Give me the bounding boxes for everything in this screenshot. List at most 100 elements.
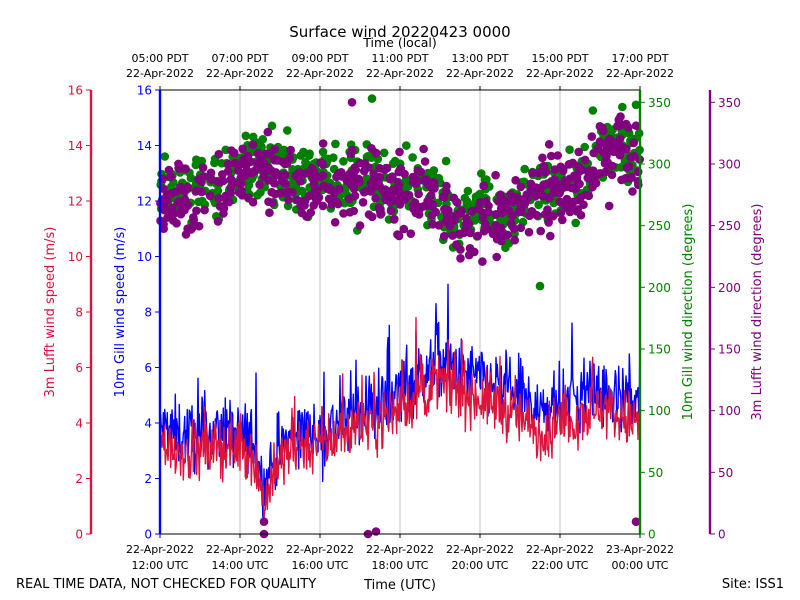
x-tick-label: 22-Apr-2022 — [126, 543, 194, 556]
data-point — [323, 184, 332, 193]
data-point — [583, 173, 592, 183]
chart-title: Surface wind 20220423 0000 — [289, 23, 510, 41]
data-point — [213, 217, 223, 226]
data-point — [459, 228, 469, 238]
data-point — [355, 221, 365, 230]
data-point — [269, 170, 279, 180]
data-point — [462, 214, 471, 223]
top-tick-label: 22-Apr-2022 — [446, 67, 514, 80]
data-point — [370, 181, 380, 191]
data-point — [163, 213, 172, 222]
data-point — [546, 231, 555, 241]
data-point — [556, 208, 566, 218]
data-point — [198, 163, 208, 172]
data-point — [254, 158, 264, 167]
data-point — [180, 199, 189, 208]
data-point — [347, 98, 357, 107]
data-point — [335, 184, 344, 194]
top-tick-label: 22-Apr-2022 — [366, 67, 434, 80]
data-point — [375, 172, 384, 182]
gill_dir-tick-label: 200 — [648, 281, 671, 295]
lufft_dir-tick-label: 100 — [718, 404, 741, 418]
gill_dir-tick-label: 350 — [648, 96, 671, 110]
speed-series — [159, 283, 641, 524]
data-point — [265, 208, 274, 217]
x-axis-label: Time (UTC) — [363, 578, 436, 593]
data-point — [380, 188, 390, 197]
data-point — [565, 145, 574, 154]
data-point — [172, 187, 182, 196]
data-point — [572, 173, 582, 182]
data-point — [210, 158, 219, 168]
gill_dir-tick-label: 0 — [648, 528, 656, 542]
data-point — [257, 142, 266, 152]
data-point — [330, 218, 340, 227]
data-point — [345, 194, 354, 204]
data-point — [508, 197, 517, 207]
data-point — [626, 153, 636, 162]
lufft_speed-tick-label: 12 — [68, 195, 83, 209]
data-point — [506, 219, 516, 228]
data-point — [301, 158, 310, 167]
top-tick-label: 11:00 PDT — [371, 52, 428, 65]
lufft_speed-tick-label: 6 — [75, 361, 83, 375]
data-point — [311, 194, 321, 203]
data-point — [248, 132, 258, 142]
lufft_dir-tick-label: 0 — [718, 528, 726, 542]
data-point — [448, 231, 457, 240]
data-point — [243, 193, 253, 202]
top-tick-label: 22-Apr-2022 — [286, 67, 354, 80]
gill_dir-tick-label: 300 — [648, 158, 671, 172]
data-point — [399, 224, 409, 234]
data-point — [439, 231, 449, 241]
data-point — [318, 139, 328, 148]
data-point — [629, 138, 638, 148]
data-point — [336, 168, 346, 177]
top-tick-label: 22-Apr-2022 — [526, 67, 594, 80]
data-point — [491, 170, 500, 180]
x-tick-label: 23-Apr-2022 — [606, 543, 674, 556]
lufft_speed-tick-label: 14 — [68, 139, 83, 153]
data-point — [413, 176, 422, 185]
data-point — [580, 142, 589, 152]
data-point — [467, 206, 477, 216]
data-point — [286, 145, 296, 155]
lufft_dir-tick-label: 200 — [718, 281, 741, 295]
gill_dir-tick-label: 150 — [648, 343, 671, 357]
data-point — [312, 185, 322, 195]
data-point — [473, 231, 483, 241]
lufft_dir-tick-label: 50 — [718, 466, 733, 480]
data-point — [216, 177, 225, 187]
data-point — [560, 197, 570, 207]
data-point — [584, 191, 594, 201]
data-point — [246, 157, 255, 166]
data-point — [393, 230, 402, 239]
data-point — [318, 160, 328, 169]
data-point — [534, 184, 543, 193]
data-point — [214, 194, 224, 203]
data-point — [580, 155, 590, 165]
x-tick-label: 16:00 UTC — [291, 559, 348, 572]
data-point — [219, 209, 228, 218]
data-point — [234, 178, 244, 188]
data-point — [614, 115, 624, 124]
data-point — [549, 187, 559, 197]
gill_dir-tick-label: 250 — [648, 219, 671, 233]
data-point — [428, 178, 437, 187]
data-point — [536, 226, 545, 236]
data-point — [351, 165, 361, 175]
gill_dir-tick-label: 50 — [648, 466, 663, 480]
top-tick-label: 22-Apr-2022 — [126, 67, 194, 80]
data-point — [420, 157, 430, 166]
data-point — [164, 165, 174, 175]
data-point — [544, 140, 554, 149]
data-point — [546, 151, 556, 161]
data-point — [318, 201, 328, 211]
data-point — [285, 153, 294, 163]
data-point — [382, 163, 392, 173]
gill_speed-tick-label: 10 — [137, 250, 152, 264]
data-point — [456, 245, 465, 254]
data-point — [264, 165, 273, 175]
data-point — [466, 228, 475, 238]
